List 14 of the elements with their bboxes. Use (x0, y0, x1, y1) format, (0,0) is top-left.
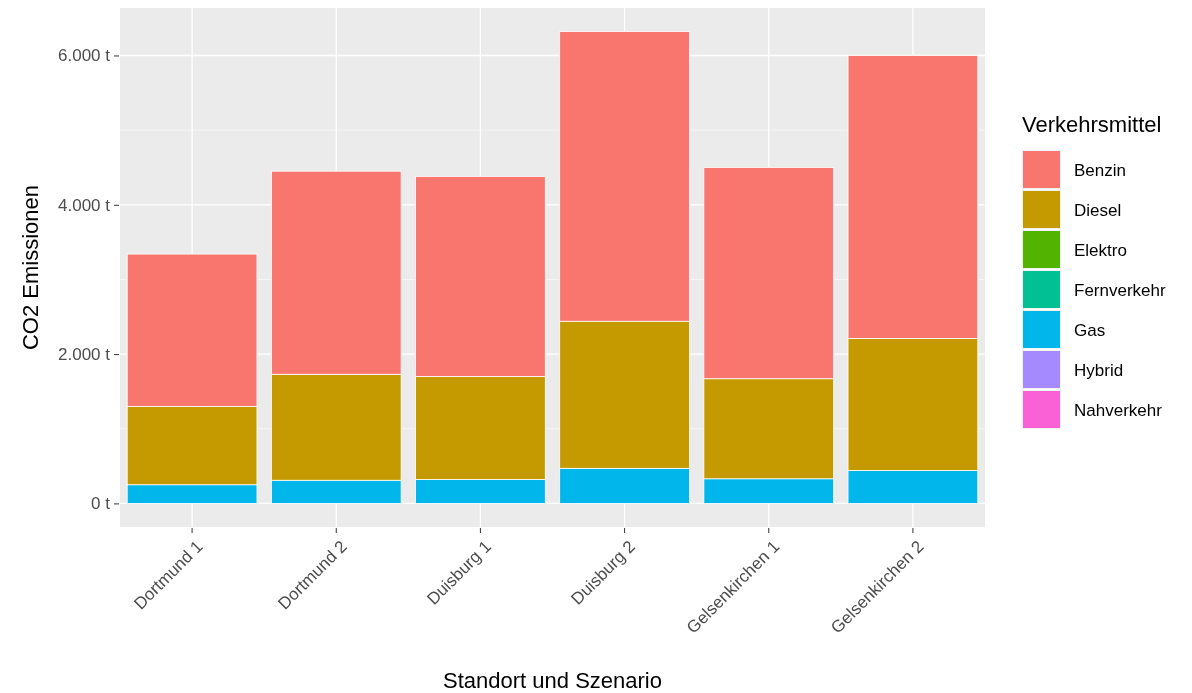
y-axis-title: CO2 Emissionen (18, 184, 43, 351)
legend-label: Diesel (1074, 201, 1122, 220)
y-tick-label: 2.000 t (58, 345, 111, 365)
x-axis-title: Standort und Szenario (443, 668, 662, 693)
y-tick-label: 6.000 t (58, 46, 111, 66)
legend-label: Elektro (1074, 241, 1127, 260)
y-tick-label: 0 t (91, 494, 111, 514)
legend-label: Fernverkehr (1074, 281, 1166, 300)
y-tick-label: 4.000 t (58, 195, 111, 215)
legend-title: Verkehrsmittel (1022, 112, 1162, 137)
legend-label: Gas (1074, 321, 1106, 340)
legend-label: Hybrid (1074, 361, 1124, 380)
legend-label: Benzin (1074, 161, 1126, 180)
legend-label: Nahverkehr (1074, 401, 1163, 420)
